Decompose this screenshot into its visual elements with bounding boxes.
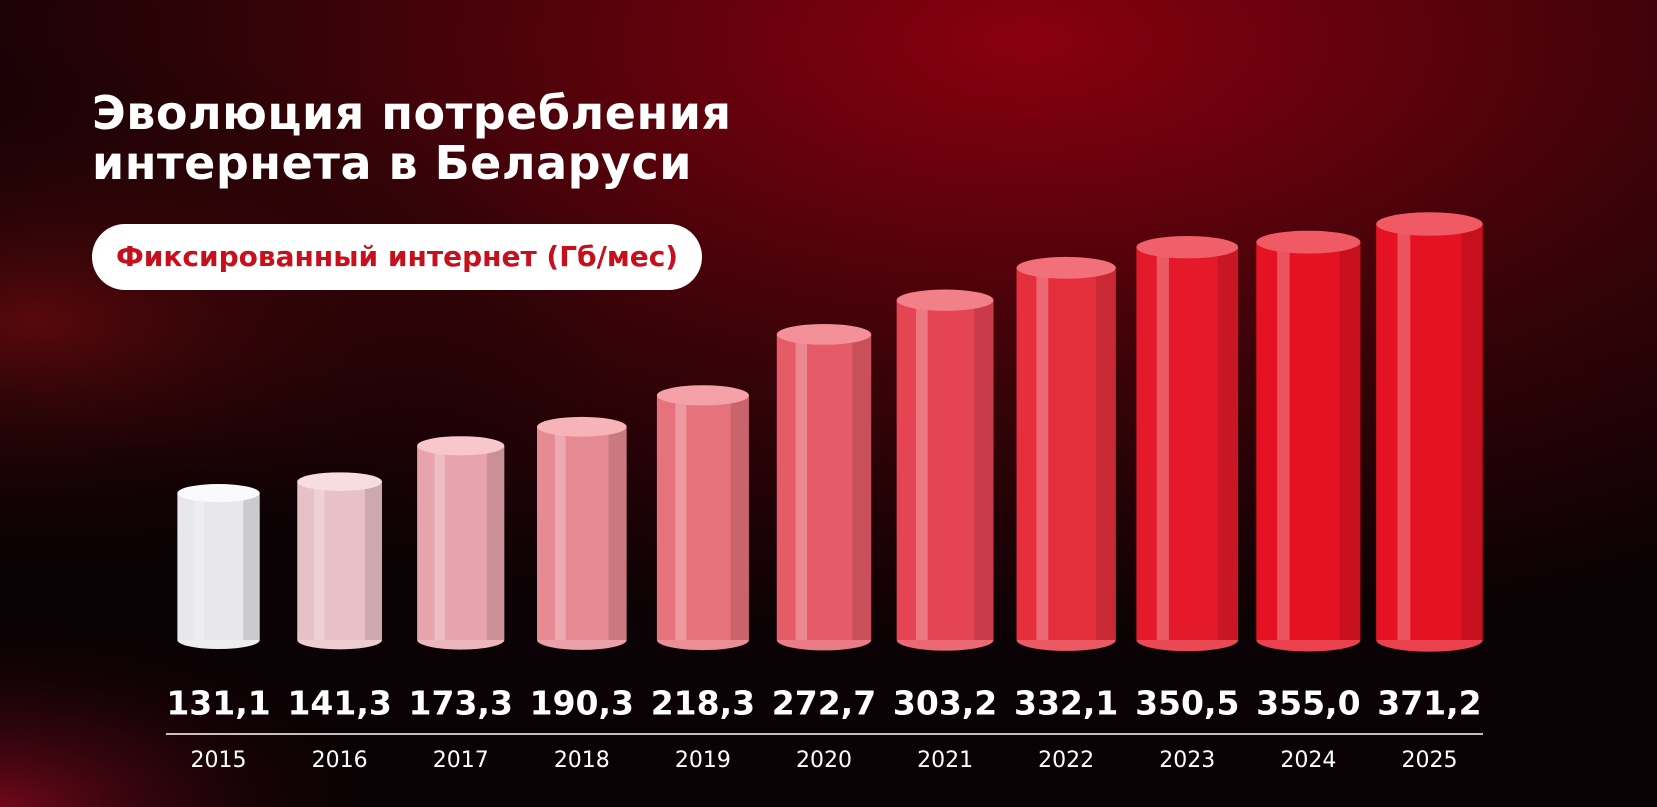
bar-top bbox=[656, 385, 749, 406]
bar-top bbox=[1376, 212, 1483, 236]
bar-shade bbox=[1217, 247, 1239, 640]
value-label: 350,5 bbox=[1135, 684, 1239, 723]
bar-shade bbox=[1461, 224, 1483, 640]
chart-title: Эволюция потребления интернета в Беларус… bbox=[92, 86, 732, 190]
bar bbox=[177, 493, 260, 640]
value-label: 131,1 bbox=[166, 684, 270, 723]
bar-top bbox=[776, 323, 872, 345]
bar-shade bbox=[486, 445, 505, 640]
bar-shade bbox=[1095, 267, 1116, 640]
x-tick-label: 2023 bbox=[1159, 748, 1215, 773]
x-tick-label: 2017 bbox=[433, 748, 489, 773]
x-tick-label: 2019 bbox=[675, 748, 731, 773]
bar-top bbox=[177, 484, 260, 503]
x-tick-label: 2024 bbox=[1280, 748, 1336, 773]
bar bbox=[1376, 224, 1483, 640]
bar-top bbox=[1136, 236, 1239, 259]
bar-highlight bbox=[193, 493, 204, 640]
bar-top bbox=[896, 289, 994, 311]
bar bbox=[1136, 247, 1239, 640]
bar bbox=[1256, 242, 1361, 641]
bar-highlight bbox=[675, 395, 687, 640]
x-tick-label: 2021 bbox=[917, 748, 973, 773]
value-label: 173,3 bbox=[409, 684, 513, 723]
value-label: 371,2 bbox=[1377, 684, 1481, 723]
chart-subtitle: Фиксированный интернет (Гб/мес) bbox=[92, 224, 703, 290]
bar-top bbox=[417, 436, 505, 456]
value-label: 272,7 bbox=[772, 684, 876, 723]
bar bbox=[537, 426, 627, 640]
bar-highlight bbox=[1397, 224, 1411, 640]
bar-shade bbox=[608, 426, 627, 640]
bar bbox=[297, 481, 383, 640]
bar bbox=[656, 395, 749, 640]
value-label: 303,2 bbox=[893, 684, 997, 723]
bar-highlight bbox=[1036, 267, 1049, 640]
x-tick-label: 2025 bbox=[1401, 748, 1457, 773]
bar-top bbox=[297, 472, 383, 491]
bar-shade bbox=[365, 481, 383, 640]
bar-top bbox=[1256, 230, 1361, 254]
bar-highlight bbox=[1277, 242, 1290, 641]
bar bbox=[417, 445, 505, 640]
x-tick-label: 2015 bbox=[191, 748, 247, 773]
value-label: 190,3 bbox=[530, 684, 634, 723]
value-label: 218,3 bbox=[651, 684, 755, 723]
bar-top bbox=[1016, 256, 1116, 279]
bar-highlight bbox=[795, 334, 807, 640]
value-label: 355,0 bbox=[1256, 684, 1360, 723]
bar-highlight bbox=[314, 481, 325, 640]
bar bbox=[896, 300, 994, 640]
bar bbox=[1016, 267, 1116, 640]
bar-shade bbox=[1339, 242, 1361, 641]
x-tick-label: 2020 bbox=[796, 748, 852, 773]
x-tick-label: 2016 bbox=[312, 748, 368, 773]
bar-shade bbox=[243, 493, 260, 640]
bar-highlight bbox=[1156, 247, 1169, 640]
bar bbox=[776, 334, 872, 640]
value-label: 332,1 bbox=[1014, 684, 1118, 723]
bar-highlight bbox=[434, 445, 446, 640]
bar-shade bbox=[852, 334, 872, 640]
value-label: 141,3 bbox=[287, 684, 391, 723]
bar-highlight bbox=[554, 426, 566, 640]
x-tick-label: 2018 bbox=[554, 748, 610, 773]
x-tick-label: 2022 bbox=[1038, 748, 1094, 773]
bar-shade bbox=[974, 300, 994, 640]
bar-shade bbox=[730, 395, 749, 640]
bar-top bbox=[537, 416, 627, 437]
bar-highlight bbox=[916, 300, 928, 640]
